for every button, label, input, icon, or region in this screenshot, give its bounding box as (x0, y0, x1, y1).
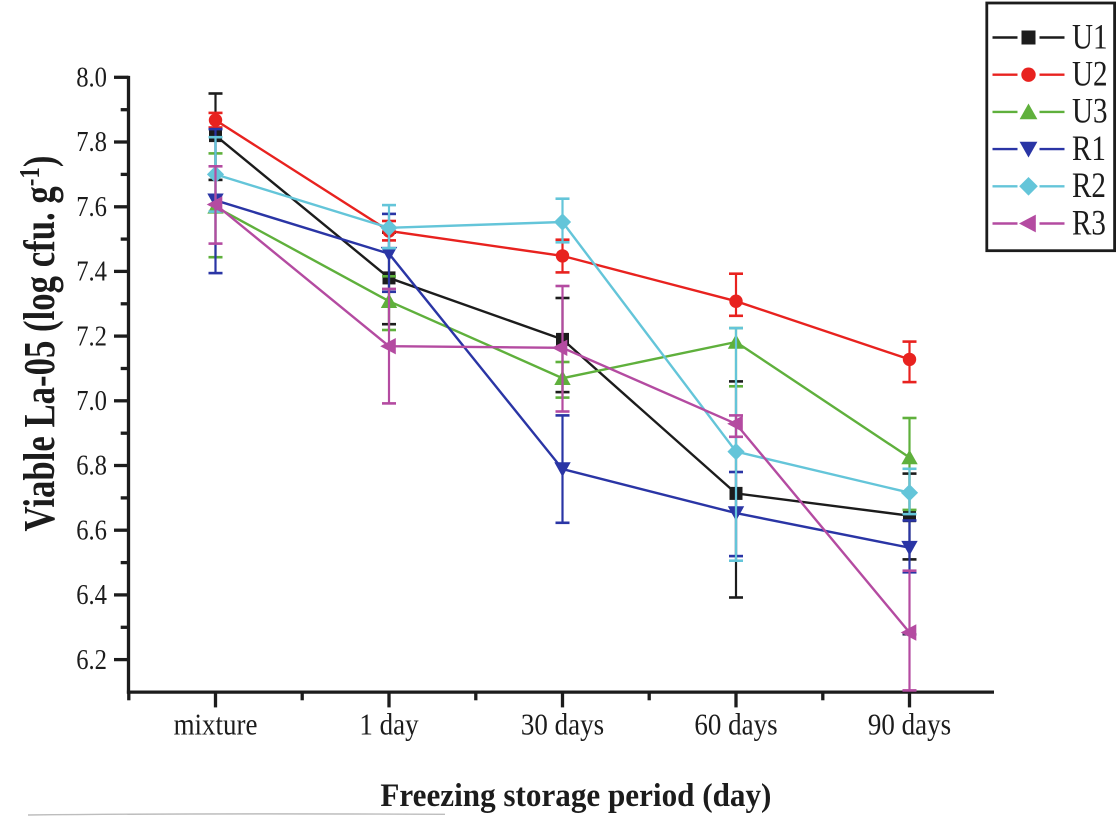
svg-text:6.8: 6.8 (76, 450, 107, 481)
svg-text:6.6: 6.6 (76, 515, 107, 546)
svg-text:6.4: 6.4 (76, 580, 107, 611)
svg-text:U3: U3 (1072, 92, 1108, 131)
svg-text:mixture: mixture (174, 708, 258, 742)
svg-text:30 days: 30 days (521, 708, 604, 742)
svg-text:Freezing storage period (day): Freezing storage period (day) (380, 777, 771, 813)
svg-text:60 days: 60 days (694, 708, 777, 742)
svg-text:7.2: 7.2 (76, 321, 107, 352)
svg-text:R3: R3 (1072, 204, 1106, 243)
svg-text:7.8: 7.8 (76, 127, 107, 158)
svg-text:6.2: 6.2 (76, 644, 107, 675)
svg-text:8.0: 8.0 (76, 62, 107, 93)
svg-text:U2: U2 (1072, 55, 1108, 94)
svg-text:R1: R1 (1072, 129, 1106, 168)
svg-text:R2: R2 (1072, 166, 1106, 205)
svg-text:1 day: 1 day (359, 708, 419, 742)
svg-text:7.6: 7.6 (76, 191, 107, 222)
svg-text:7.4: 7.4 (76, 256, 107, 287)
svg-text:Viable La-05 (log cfu. g-1): Viable La-05 (log cfu. g-1) (13, 156, 64, 532)
svg-text:90 days: 90 days (868, 708, 951, 742)
svg-text:U1: U1 (1072, 18, 1108, 57)
svg-text:7.0: 7.0 (76, 386, 107, 417)
